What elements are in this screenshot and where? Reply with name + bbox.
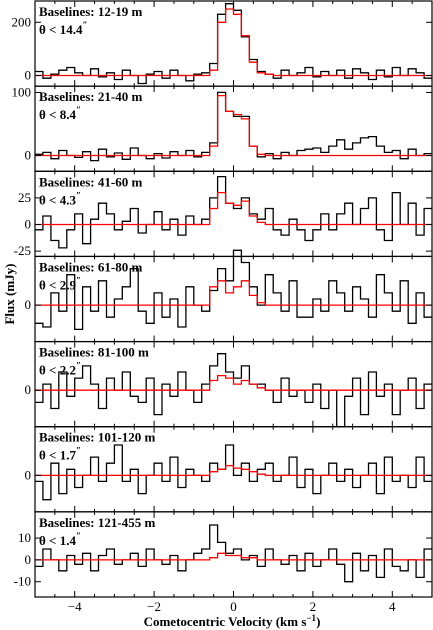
baselines-label: Baselines: 21-40 m	[39, 89, 142, 104]
baselines-label: Baselines: 61-80 m	[39, 259, 142, 274]
x-axis-title: Cometocentric Velocity (km s−1)	[144, 613, 321, 629]
y-tick-label: 0	[25, 552, 32, 567]
model-spectrum-line	[35, 552, 432, 561]
y-tick-label: 0	[25, 68, 32, 83]
arcsec-mark: ″	[76, 531, 81, 541]
x-axis-title-main: Cometocentric Velocity (km s	[144, 614, 307, 629]
arcsec-mark: ″	[76, 190, 81, 200]
model-spectrum-line	[35, 374, 432, 391]
arcsec-mark: ″	[76, 446, 81, 456]
x-axis-title-exponent: −1	[306, 613, 316, 623]
x-tick-label: 0	[230, 599, 237, 614]
baselines-label: Baselines: 12-19 m	[39, 4, 142, 19]
y-tick-label: 0	[25, 297, 32, 312]
y-tick-label: 10	[18, 530, 31, 545]
resolution-text: θ < 14.4	[39, 22, 83, 37]
x-tick-label: −2	[147, 599, 161, 614]
model-spectrum-line	[35, 94, 432, 157]
baselines-label: Baselines: 101-120 m	[39, 430, 155, 445]
resolution-label: θ < 1.7″	[39, 446, 81, 463]
resolution-text: θ < 2.2	[39, 363, 76, 378]
arcsec-mark: ″	[76, 275, 81, 285]
observed-spectrum-line	[35, 524, 432, 583]
resolution-label: θ < 2.9″	[39, 275, 81, 292]
y-tick-label: 0	[25, 217, 32, 232]
x-tick-label: 2	[310, 599, 317, 614]
arcsec-mark: ″	[76, 361, 81, 371]
model-spectrum-line	[35, 191, 432, 226]
baselines-label: Baselines: 121-455 m	[39, 515, 155, 530]
x-tick-label: −4	[68, 599, 82, 614]
resolution-text: θ < 4.3	[39, 192, 76, 207]
y-axis-title: Flux (mJy)	[2, 263, 17, 324]
resolution-text: θ < 8.4	[39, 107, 76, 122]
y-tick-label: 25	[18, 190, 31, 205]
resolution-label: θ < 4.3″	[39, 190, 81, 207]
baselines-label: Baselines: 41-60 m	[39, 174, 142, 189]
y-tick-label: 100	[12, 84, 32, 99]
y-tick-label: 0	[25, 382, 32, 397]
resolution-label: θ < 2.2″	[39, 361, 81, 378]
resolution-text: θ < 2.9	[39, 277, 76, 292]
x-tick-label: 4	[389, 599, 396, 614]
resolution-label: θ < 1.4″	[39, 531, 81, 548]
resolution-text: θ < 1.7	[39, 448, 76, 463]
arcsec-mark: ″	[82, 20, 87, 30]
model-spectrum-line	[35, 8, 432, 77]
x-axis-title-close: )	[316, 614, 320, 629]
y-tick-label: 0	[25, 148, 32, 163]
y-tick-label: 0	[25, 467, 32, 482]
observed-spectrum-line	[35, 444, 432, 501]
resolution-label: θ < 8.4″	[39, 105, 81, 122]
observed-spectrum-line	[35, 249, 432, 331]
y-tick-label: -10	[14, 574, 31, 589]
baselines-label: Baselines: 81-100 m	[39, 345, 149, 360]
resolution-label: θ < 14.4″	[39, 20, 87, 37]
model-spectrum-line	[35, 464, 432, 477]
model-spectrum-line	[35, 280, 432, 306]
resolution-text: θ < 1.4	[39, 533, 76, 548]
arcsec-mark: ″	[76, 105, 81, 115]
y-tick-label: 200	[12, 14, 32, 29]
observed-spectrum-line	[35, 353, 432, 428]
y-tick-label: -25	[14, 243, 31, 258]
